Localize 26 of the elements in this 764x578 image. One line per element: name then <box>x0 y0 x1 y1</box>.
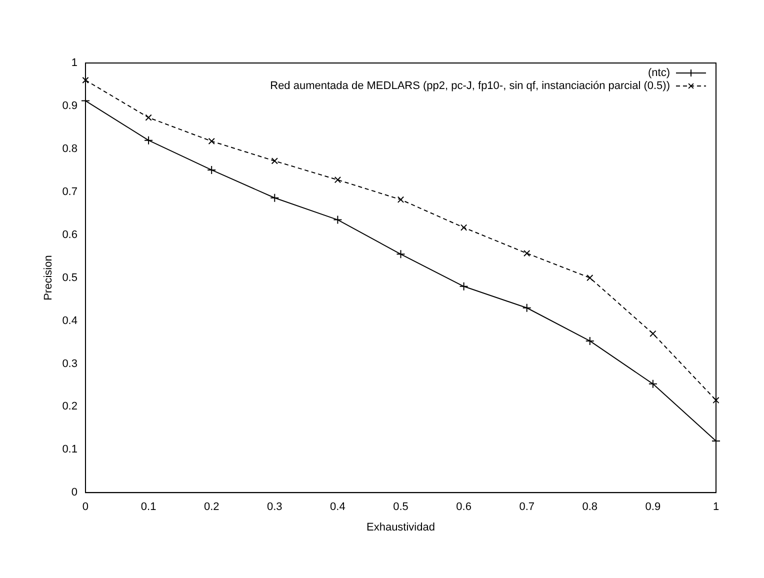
x-tick-label: 0.3 <box>266 501 282 514</box>
x-tick-label: 1 <box>712 501 720 514</box>
y-tick-label: 0 <box>71 486 78 499</box>
x-tick-label: 0.2 <box>204 501 220 514</box>
x-tick-label: 0.7 <box>519 501 534 514</box>
y-tick-label: 0.4 <box>62 314 78 327</box>
x-tick-label: 0 <box>82 501 89 514</box>
legend-label: (ntc) <box>648 67 670 80</box>
y-tick-label: 0.3 <box>62 358 78 370</box>
y-tick-label: 0.2 <box>62 400 78 413</box>
y-tick-label: 0.9 <box>62 100 78 112</box>
y-tick-label: 0.8 <box>62 142 78 155</box>
y-tick-label: 0.7 <box>62 186 78 198</box>
y-tick-label: 1 <box>71 57 78 70</box>
y-tick-label: 0.6 <box>62 228 78 241</box>
y-tick-label: 0.5 <box>62 272 78 284</box>
x-tick-label: 0.9 <box>645 501 661 514</box>
x-tick-label: 0.1 <box>140 501 156 514</box>
x-tick-label: 0.8 <box>582 501 598 514</box>
y-tick-label: 0.1 <box>62 444 78 456</box>
x-tick-label: 0.4 <box>330 501 346 514</box>
legend-label: Red aumentada de MEDLARS (pp2, pc-J, fp10-, sin qf, instanciación parcial (0.5)) <box>270 80 670 92</box>
y-axis-title: Precision <box>42 255 55 300</box>
x-tick-label: 0.6 <box>456 501 472 514</box>
x-axis-title: Exhaustividad <box>366 521 435 534</box>
x-tick-label: 0.5 <box>393 501 408 514</box>
